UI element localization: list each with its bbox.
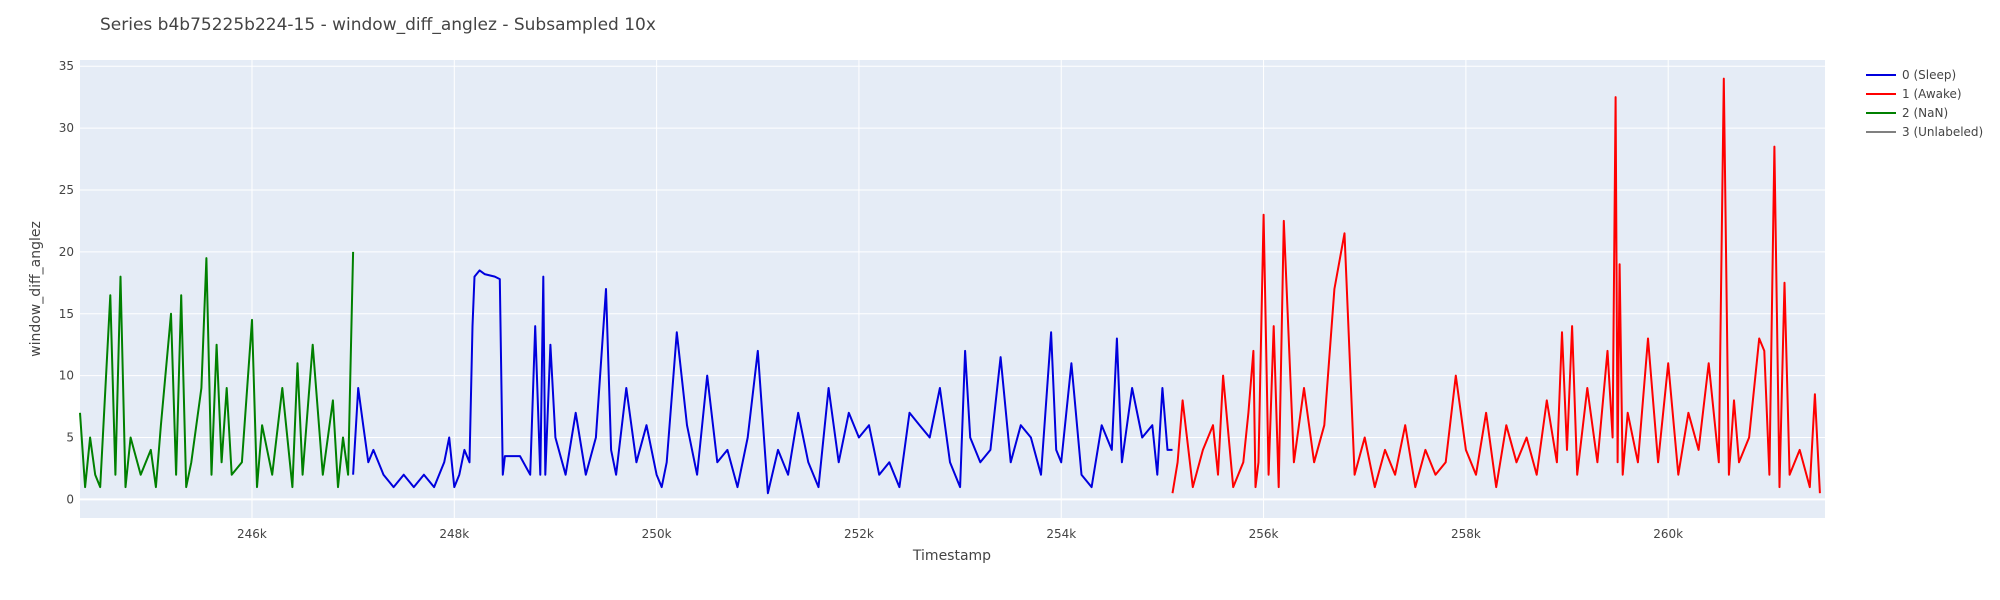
x-tick-label: 260k: [1653, 527, 1683, 541]
series-line-0: [352, 269, 1173, 495]
grid: [80, 60, 1825, 518]
series-line-1: [1171, 77, 1821, 494]
y-tick-label: 20: [59, 245, 74, 259]
x-axis-title: Timestamp: [912, 548, 991, 564]
legend-item[interactable]: 2 (NaN): [1866, 106, 1948, 120]
x-tick-label: 254k: [1046, 527, 1076, 541]
legend-label: 3 (Unlabeled): [1902, 125, 1983, 139]
y-axis-ticks: 0 5 10 15 20 25 30 35: [59, 59, 74, 506]
x-tick-label: 248k: [439, 527, 469, 541]
series-layer: [79, 77, 1821, 495]
legend-item[interactable]: 3 (Unlabeled): [1866, 125, 1983, 139]
y-tick-label: 5: [66, 431, 74, 445]
y-tick-label: 25: [59, 183, 74, 197]
y-tick-label: 15: [59, 307, 74, 321]
y-tick-label: 35: [59, 59, 74, 73]
y-tick-label: 10: [59, 369, 74, 383]
legend-label: 0 (Sleep): [1902, 68, 1956, 82]
x-tick-label: 258k: [1451, 527, 1481, 541]
x-tick-label: 246k: [237, 527, 267, 541]
x-tick-label: 252k: [844, 527, 874, 541]
x-tick-label: 256k: [1249, 527, 1279, 541]
legend-label: 1 (Awake): [1902, 87, 1962, 101]
y-tick-label: 0: [66, 492, 74, 506]
y-tick-label: 30: [59, 121, 74, 135]
y-axis-title: window_diff_anglez: [28, 221, 44, 357]
legend-item[interactable]: 1 (Awake): [1866, 87, 1962, 101]
series-line-2: [79, 251, 355, 489]
legend-item[interactable]: 0 (Sleep): [1866, 68, 1956, 82]
legend[interactable]: 0 (Sleep) 1 (Awake) 2 (NaN) 3 (Unlabeled): [1866, 68, 1983, 139]
chart-title: Series b4b75225b224-15 - window_diff_ang…: [100, 15, 656, 35]
legend-label: 2 (NaN): [1902, 106, 1948, 120]
x-tick-label: 250k: [642, 527, 672, 541]
plot-area: [80, 60, 1825, 518]
x-axis-ticks: 246k 248k 250k 252k 254k 256k 258k 260k: [237, 527, 1683, 541]
